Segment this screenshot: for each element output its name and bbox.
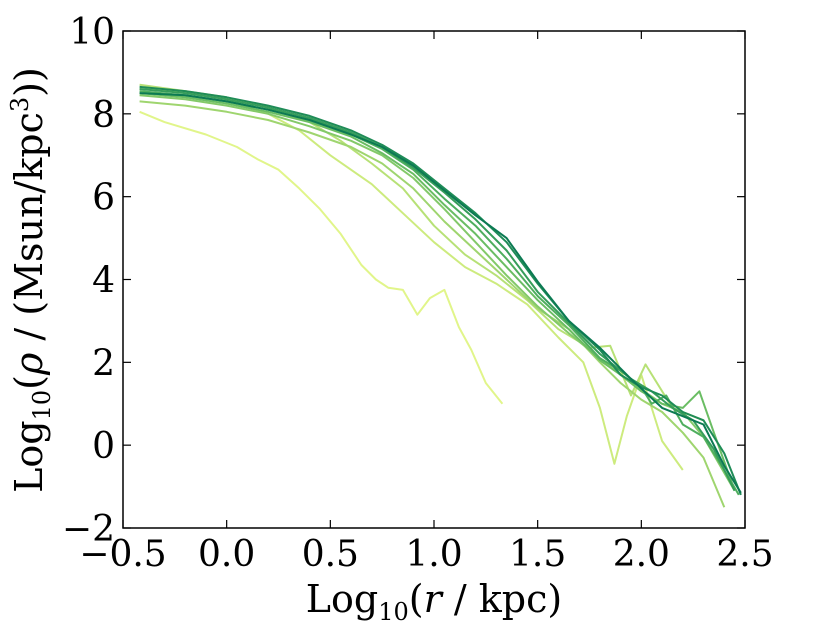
series-layer xyxy=(139,83,742,508)
x-tick-label: 0.5 xyxy=(302,534,359,575)
series-line-9 xyxy=(139,85,742,496)
x-tick-label: 0.0 xyxy=(198,534,255,575)
series-line-6 xyxy=(139,92,736,492)
y-tick-label: 2 xyxy=(92,343,115,384)
y-tick-label: 0 xyxy=(92,426,115,467)
series-line-4 xyxy=(139,100,726,508)
ticks-layer xyxy=(122,30,746,529)
y-tick-label: 4 xyxy=(92,261,115,302)
y-axis-label: Log10(ρ / (Msun/kpc3)) xyxy=(6,67,56,493)
series-line-2 xyxy=(139,88,684,471)
y-tick-label: −2 xyxy=(62,509,115,550)
y-tick-label: 6 xyxy=(92,178,115,219)
plot-area xyxy=(122,30,746,529)
x-axis-label: Log10(r / kpc) xyxy=(306,577,562,623)
x-tick-label: 2.0 xyxy=(613,534,670,575)
x-tick-label: 2.5 xyxy=(716,534,773,575)
series-line-10 xyxy=(139,92,742,494)
series-line-8 xyxy=(139,88,736,492)
y-tick-label: 8 xyxy=(92,95,115,136)
x-tick-label: 1.5 xyxy=(509,534,566,575)
series-line-1 xyxy=(139,110,504,405)
x-tick-label: 1.0 xyxy=(405,534,462,575)
x-tick-label: −0.5 xyxy=(79,534,166,575)
tick-labels: −0.5 0.0 0.5 1.0 1.5 2.0 2.5 −2 0 2 4 6 8 10 xyxy=(62,12,774,575)
y-tick-label: 10 xyxy=(69,12,115,53)
plot-frame xyxy=(122,30,746,529)
